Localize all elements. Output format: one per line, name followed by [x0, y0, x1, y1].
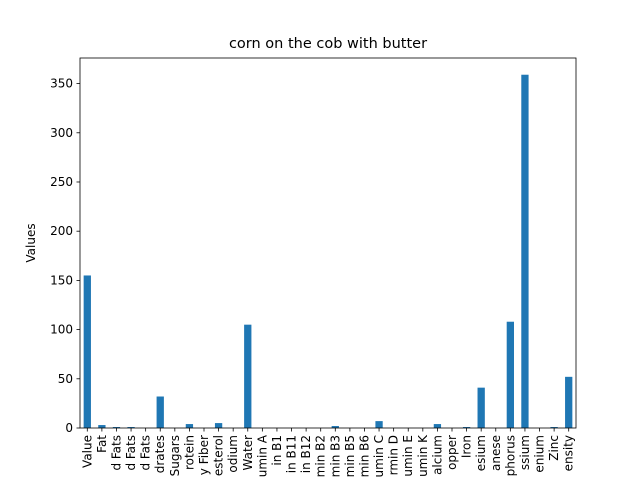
x-tick-label: odium — [226, 435, 240, 473]
bar — [375, 421, 383, 428]
x-tick-label: umin K — [416, 434, 430, 477]
y-axis: 0 50 100 150 200 250 300 350 — [50, 77, 80, 435]
x-tick-label: Sugars — [168, 435, 182, 476]
x-tick-label: Iron — [460, 435, 474, 458]
y-axis-label: Values — [24, 223, 38, 262]
bar — [477, 387, 485, 428]
x-tick-label: d Fats — [124, 435, 138, 471]
x-tick-label: alcium — [430, 435, 444, 475]
bar — [521, 74, 529, 428]
bar — [98, 425, 106, 428]
x-tick-label: opper — [445, 435, 459, 470]
x-tick-label: umin A — [255, 434, 269, 477]
x-tick-label: phorus — [503, 435, 517, 476]
x-tick-label: rotein — [182, 435, 196, 470]
x-tick-label: min B5 — [343, 435, 357, 477]
plot-frame — [79, 57, 577, 429]
bar — [565, 376, 573, 428]
x-tick-label: esterol — [212, 435, 226, 476]
bar — [112, 427, 121, 428]
x-tick-label: in B1 — [270, 435, 284, 466]
x-tick-label: enium — [533, 435, 547, 473]
bar — [506, 321, 514, 428]
bar — [214, 423, 223, 428]
bar — [244, 324, 252, 428]
bar — [462, 427, 471, 428]
x-tick-label: anese — [489, 435, 503, 471]
x-tick-label: d Fats — [139, 435, 153, 471]
y-tick-label: 250 — [50, 175, 73, 189]
y-tick-label: 0 — [65, 421, 73, 435]
bar — [127, 427, 135, 428]
y-tick-label: 300 — [50, 126, 73, 140]
x-tick-label: drates — [153, 435, 167, 473]
x-tick-label: ssium — [518, 435, 532, 470]
x-tick-label: Fat — [95, 435, 109, 453]
x-tick-label: Water — [241, 435, 255, 471]
x-tick-label: y Fiber — [197, 435, 211, 475]
x-tick-label: d Fats — [109, 435, 123, 471]
x-tick-label: in B11 — [285, 435, 299, 473]
x-axis: Value Fat d Fats d Fats d Fats drates Sugars ro… — [80, 428, 576, 477]
x-tick-label: min B2 — [314, 435, 328, 477]
bar — [331, 426, 339, 428]
x-tick-label: esium — [474, 435, 488, 471]
x-tick-label: in B12 — [299, 435, 313, 473]
x-tick-label: Value — [80, 435, 94, 468]
y-tick-label: 350 — [50, 77, 73, 91]
x-tick-label: umin E — [401, 435, 415, 477]
bars-group — [83, 74, 573, 428]
bar — [550, 427, 558, 428]
x-tick-label: min B3 — [328, 435, 342, 477]
y-tick-label: 100 — [50, 323, 73, 337]
x-tick-label: ensity — [562, 435, 576, 471]
x-tick-label: umin C — [372, 435, 386, 477]
x-tick-label: rmin D — [387, 435, 401, 475]
chart-title: corn on the cob with butter — [229, 36, 427, 52]
y-tick-label: 200 — [50, 224, 73, 238]
bar — [185, 424, 194, 428]
x-tick-label: min B6 — [357, 435, 371, 477]
bar — [433, 424, 442, 428]
bar — [156, 396, 164, 428]
y-tick-label: 50 — [58, 372, 73, 386]
bar — [83, 275, 91, 428]
x-tick-label: Zinc — [547, 435, 561, 461]
y-tick-label: 150 — [50, 273, 73, 287]
